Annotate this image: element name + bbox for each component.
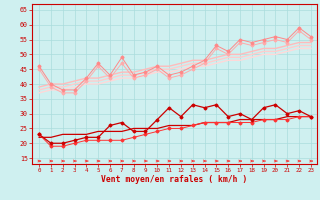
X-axis label: Vent moyen/en rafales ( km/h ): Vent moyen/en rafales ( km/h ) [101,175,248,184]
